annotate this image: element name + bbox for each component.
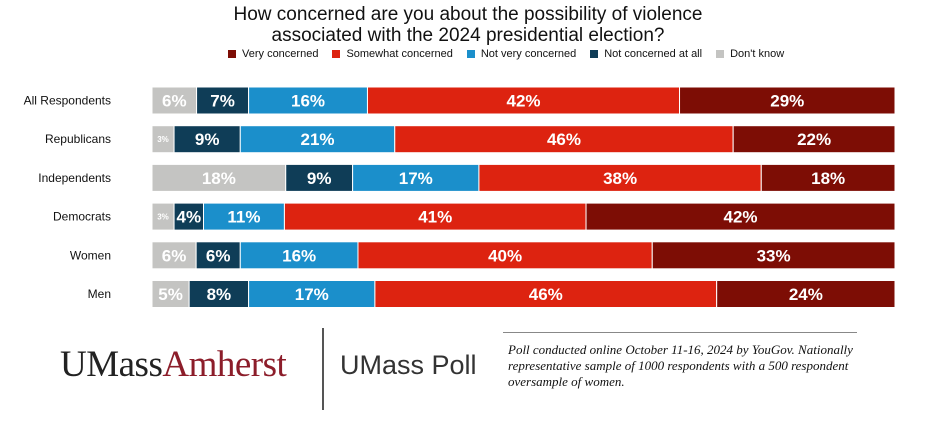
category-label-republicans: Republicans: [45, 132, 111, 146]
data-label-all-respondents-not-very-concerned: 16%: [291, 92, 325, 111]
bar-democrats-not-very-concerned: [203, 202, 285, 231]
data-label-women-not-very-concerned: 16%: [282, 246, 316, 265]
bar-women-very-concerned: [651, 241, 896, 270]
stacked-bar-chart: All Respondents 6% 7% 16% 42% 29% Republicans 3…: [24, 86, 896, 308]
bar-all-respondents-not-very-concerned: [248, 86, 368, 115]
bar-independents-not-very-concerned: [352, 163, 480, 192]
data-label-republicans-very-concerned: 22%: [797, 130, 831, 149]
legend-item-not-very-concerned: Not very concerned: [466, 48, 577, 60]
data-label-all-respondents-don-t-know: 6%: [162, 92, 187, 111]
data-label-democrats-not-very-concerned: 11%: [227, 208, 260, 227]
chart-legend: Very concerned Somewhat concerned Not very…: [228, 46, 798, 62]
data-label-women-don-t-know: 6%: [162, 246, 187, 265]
bar-republicans-somewhat-concerned: [394, 125, 734, 154]
bar-men-not-very-concerned: [248, 280, 376, 308]
data-label-republicans-somewhat-concerned: 46%: [547, 130, 581, 149]
data-label-women-somewhat-concerned: 40%: [488, 246, 522, 265]
bar-women-not-concerned-at-all: [195, 241, 241, 270]
chart-title: How concerned are you about the possibil…: [0, 4, 936, 46]
bar-democrats-very-concerned: [585, 202, 896, 231]
data-label-democrats-not-concerned-at-all: 4%: [176, 208, 201, 227]
legend-swatch: [590, 50, 599, 58]
data-label-men-don-t-know: 5%: [158, 285, 183, 304]
legend-swatch: [716, 50, 725, 58]
logo-vertical-divider: [322, 328, 324, 410]
data-label-independents-not-very-concerned: 17%: [399, 169, 433, 188]
bar-independents-don-t-know: [151, 163, 287, 192]
bar-republicans-not-concerned-at-all: [173, 125, 241, 154]
umass-amherst-logo: UMassAmherst: [60, 343, 287, 386]
data-label-women-not-concerned-at-all: 6%: [206, 246, 231, 265]
data-label-men-very-concerned: 24%: [789, 285, 823, 304]
bar-all-respondents-very-concerned: [679, 86, 896, 115]
data-label-republicans-don-t-know: 3%: [157, 135, 169, 144]
data-label-democrats-don-t-know: 3%: [157, 213, 169, 222]
data-label-all-respondents-very-concerned: 29%: [770, 92, 804, 111]
bar-women-somewhat-concerned: [357, 241, 653, 270]
logo-amherst-text: Amherst: [162, 344, 287, 385]
bar-republicans-very-concerned: [732, 125, 896, 154]
legend-swatch: [466, 50, 475, 58]
bar-all-respondents-not-concerned-at-all: [196, 86, 250, 115]
data-label-independents-very-concerned: 18%: [811, 169, 845, 188]
legend-label: Very concerned: [242, 48, 319, 60]
chart-title-line-1: How concerned are you about the possibil…: [233, 4, 703, 25]
legend-label: Don't know: [730, 48, 785, 60]
data-label-democrats-very-concerned: 42%: [723, 208, 757, 227]
legend-item-somewhat-concerned: Somewhat concerned: [332, 48, 453, 60]
legend-swatch: [228, 50, 236, 58]
legend-swatch: [332, 50, 341, 58]
legend-label: Not concerned at all: [604, 48, 703, 60]
bar-all-respondents-somewhat-concerned: [366, 86, 681, 115]
data-label-independents-don-t-know: 18%: [202, 169, 236, 188]
legend-item-not-concerned-at-all: Not concerned at all: [590, 48, 702, 60]
bar-men-very-concerned: [716, 280, 896, 308]
category-label-men: Men: [88, 287, 111, 301]
category-label-democrats: Democrats: [53, 210, 111, 224]
bar-democrats-somewhat-concerned: [283, 202, 587, 231]
data-label-republicans-not-concerned-at-all: 9%: [195, 130, 220, 149]
bar-women-don-t-know: [151, 241, 197, 270]
bar-men-somewhat-concerned: [374, 280, 718, 308]
chart-title-line-2: associated with the 2024 presidential el…: [271, 25, 665, 46]
bar-independents-very-concerned: [760, 163, 896, 192]
data-label-independents-not-concerned-at-all: 9%: [307, 169, 332, 188]
bar-independents-somewhat-concerned: [478, 163, 762, 192]
legend-item-very-concerned: Very concerned: [228, 48, 318, 60]
legend-label: Somewhat concerned: [346, 48, 453, 60]
bar-all-respondents-don-t-know: [151, 86, 198, 115]
data-label-all-respondents-somewhat-concerned: 42%: [506, 92, 540, 111]
data-label-men-somewhat-concerned: 46%: [529, 285, 563, 304]
legend-item-don-t-know: Don't know: [716, 48, 784, 60]
category-label-all-respondents: All Respondents: [24, 94, 111, 108]
data-label-all-respondents-not-concerned-at-all: 7%: [210, 92, 235, 111]
data-label-republicans-not-very-concerned: 21%: [301, 130, 335, 149]
poll-name: UMass Poll: [340, 350, 477, 380]
category-label-women: Women: [70, 248, 111, 262]
category-label-independents: Independents: [38, 171, 111, 185]
methodology-note: Poll conducted online October 11-16, 202…: [508, 342, 853, 389]
data-label-men-not-concerned-at-all: 8%: [207, 285, 232, 304]
data-label-men-not-very-concerned: 17%: [295, 285, 329, 304]
logo-umass-text: UMass: [60, 344, 163, 385]
data-label-democrats-somewhat-concerned: 41%: [418, 208, 452, 227]
footer-divider-line: [503, 332, 857, 333]
legend-label: Not very concerned: [480, 48, 577, 60]
data-label-independents-somewhat-concerned: 38%: [603, 169, 637, 188]
data-label-women-very-concerned: 33%: [757, 246, 791, 265]
